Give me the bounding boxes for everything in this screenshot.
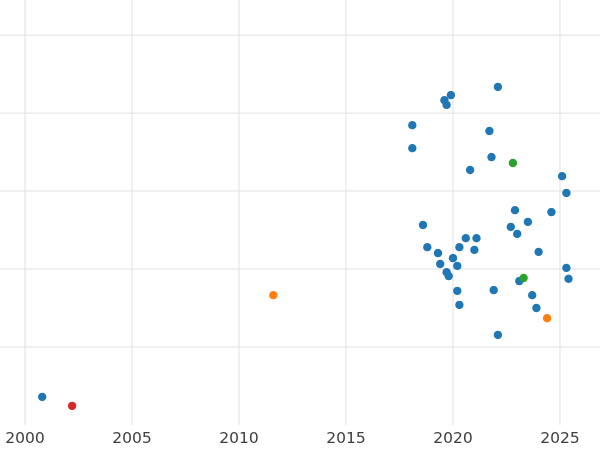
data-point [448,253,458,263]
data-point [487,152,496,162]
data-point [455,243,464,252]
data-point [446,90,456,100]
data-point [453,261,462,271]
data-point [493,82,503,92]
x-tick-label: 2005 [112,429,151,447]
data-point [532,303,541,313]
data-point [461,234,470,243]
x-tick-label: 2010 [219,429,258,447]
data-point [269,291,278,300]
data-point [453,286,462,296]
data-point [489,285,498,295]
data-point [547,207,556,217]
data-point [455,300,464,310]
data-point [485,126,494,136]
data-point [542,314,552,323]
data-point [444,271,453,281]
data-point [557,172,567,181]
data-point [562,263,571,273]
data-point [519,273,528,283]
data-point [506,222,515,232]
data-point [442,100,451,110]
data-point [562,188,571,198]
data-point [470,245,479,255]
data-point [418,220,428,230]
x-tick-label: 2015 [326,429,365,447]
data-point [528,291,537,300]
x-tick-label: 2020 [433,429,472,447]
data-point [408,144,417,153]
data-point [472,234,481,243]
x-tick-label: 2025 [540,429,579,447]
data-point [513,229,522,239]
data-point [534,247,543,257]
data-point [67,401,77,411]
data-point [433,248,443,258]
data-point [510,206,520,215]
data-point [508,158,518,168]
data-point [423,243,432,252]
data-point [38,392,47,402]
data-point [408,121,417,130]
data-point [436,259,445,269]
x-tick-label: 2000 [5,429,44,447]
data-point [465,165,475,175]
data-point [493,330,503,340]
data-point [564,274,573,283]
data-point [523,217,533,227]
